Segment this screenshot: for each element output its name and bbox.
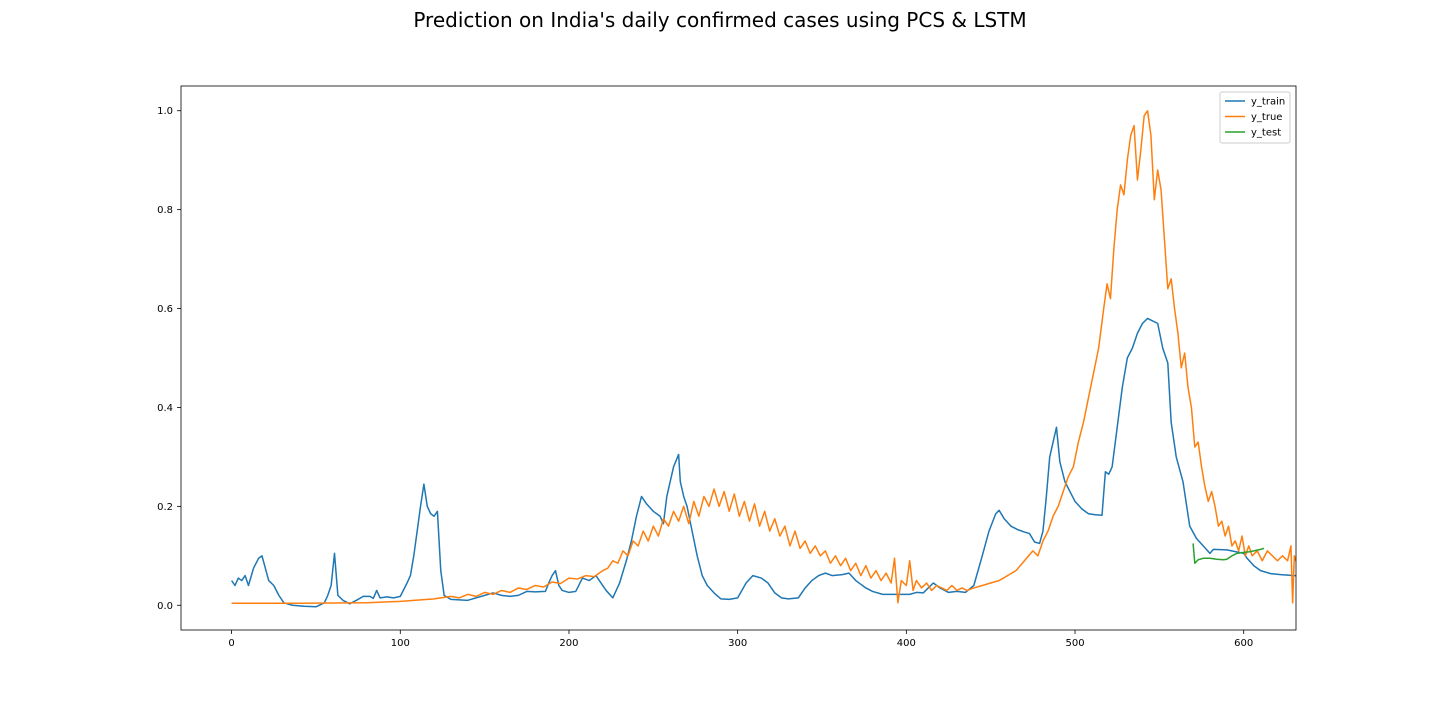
y-tick-label: 0.0 (157, 601, 173, 612)
axes: 0 100 200 300 400 500 600 0.0 0.2 0.4 0.6 0.8 1.0 (157, 85, 1297, 649)
y-tick-label: 1.0 (157, 106, 173, 117)
series-line-y-true (231, 109, 1296, 605)
y-tick-label: 0.2 (157, 502, 173, 513)
x-tick-label: 100 (391, 638, 410, 649)
legend-label-y-train: y_train (1251, 97, 1285, 108)
x-tick-label: 500 (1065, 638, 1084, 649)
legend-box (1219, 91, 1291, 144)
legend: y_train y_true y_test (1219, 91, 1291, 144)
x-tick-label: 600 (1234, 638, 1253, 649)
series-line-y-test (1192, 543, 1265, 564)
legend-label-y-test: y_test (1251, 128, 1281, 139)
series-line-y-train (230, 317, 1296, 608)
x-tick-label: 0 (228, 638, 234, 649)
plot-area (230, 109, 1296, 608)
plot-frame (180, 85, 1297, 631)
legend-label-y-true: y_true (1251, 112, 1282, 123)
y-tick-label: 0.8 (157, 205, 173, 216)
x-tick-label: 400 (897, 638, 916, 649)
y-tick-label: 0.4 (157, 403, 173, 414)
y-tick-label: 0.6 (157, 304, 173, 315)
x-tick-label: 200 (559, 638, 578, 649)
x-tick-label: 300 (728, 638, 747, 649)
chart-title: Prediction on India's daily confirmed ca… (413, 8, 1027, 32)
